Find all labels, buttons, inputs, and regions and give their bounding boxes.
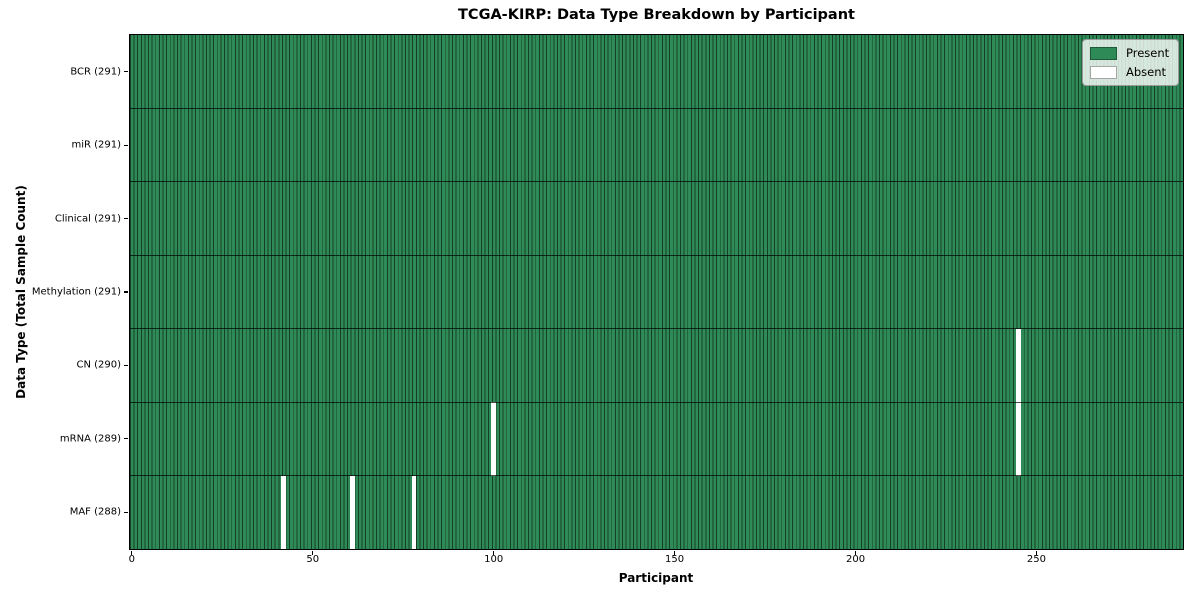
x-tick-mark — [312, 550, 314, 555]
x-tick-label: 100 — [484, 554, 504, 565]
absent-bar — [281, 475, 287, 549]
legend: Present Absent — [1082, 39, 1180, 86]
y-tick-mark — [124, 71, 129, 73]
absent-bar — [350, 475, 355, 549]
legend-entry-absent: Absent — [1090, 65, 1169, 79]
row-separator — [130, 254, 1183, 256]
y-tick-label: CN (290) — [76, 359, 121, 371]
y-tick-mark — [124, 217, 129, 220]
x-tick-label: 250 — [1026, 554, 1046, 565]
absent-bar — [1016, 402, 1021, 476]
x-tick-label: 150 — [665, 554, 685, 565]
row-separator — [130, 401, 1183, 403]
x-axis-label: Participant — [618, 571, 694, 585]
x-tick-label: 50 — [306, 554, 320, 565]
y-tick-mark — [124, 364, 129, 367]
legend-label-present: Present — [1126, 46, 1170, 60]
y-tick-label: miR (291) — [71, 139, 121, 151]
y-tick-mark — [124, 291, 129, 293]
x-tick-mark — [131, 550, 133, 555]
row-separator — [130, 475, 1183, 477]
absent-bar — [491, 402, 496, 476]
legend-label-absent: Absent — [1126, 65, 1167, 79]
x-tick-label: 200 — [845, 554, 866, 565]
absent-swatch — [1090, 65, 1117, 79]
y-tick-label: mRNA (289) — [59, 433, 121, 445]
y-tick-label: BCR (291) — [70, 66, 121, 78]
x-tick-mark — [673, 550, 676, 555]
x-tick-label: 0 — [128, 554, 135, 565]
y-tick-label: Methylation (291) — [31, 286, 121, 298]
x-tick-mark — [493, 550, 495, 555]
x-tick-mark — [854, 550, 857, 555]
chart-title: TCGA-KIRP: Data Type Breakdown by Partic… — [458, 7, 855, 23]
legend-entry-present: Present — [1090, 46, 1169, 60]
present-swatch — [1090, 46, 1117, 60]
x-tick-mark — [1035, 550, 1038, 555]
y-tick-mark — [124, 144, 129, 146]
y-tick-mark — [124, 511, 129, 513]
y-tick-label: Clinical (291) — [54, 213, 121, 225]
row-separator — [130, 181, 1183, 183]
row-separator — [130, 107, 1183, 109]
plot-area — [129, 34, 1184, 550]
absent-bar — [411, 475, 417, 549]
y-tick-label: MAF (288) — [69, 506, 121, 518]
absent-bar — [1016, 328, 1021, 403]
row-separator — [130, 328, 1183, 330]
y-tick-mark — [124, 438, 129, 440]
